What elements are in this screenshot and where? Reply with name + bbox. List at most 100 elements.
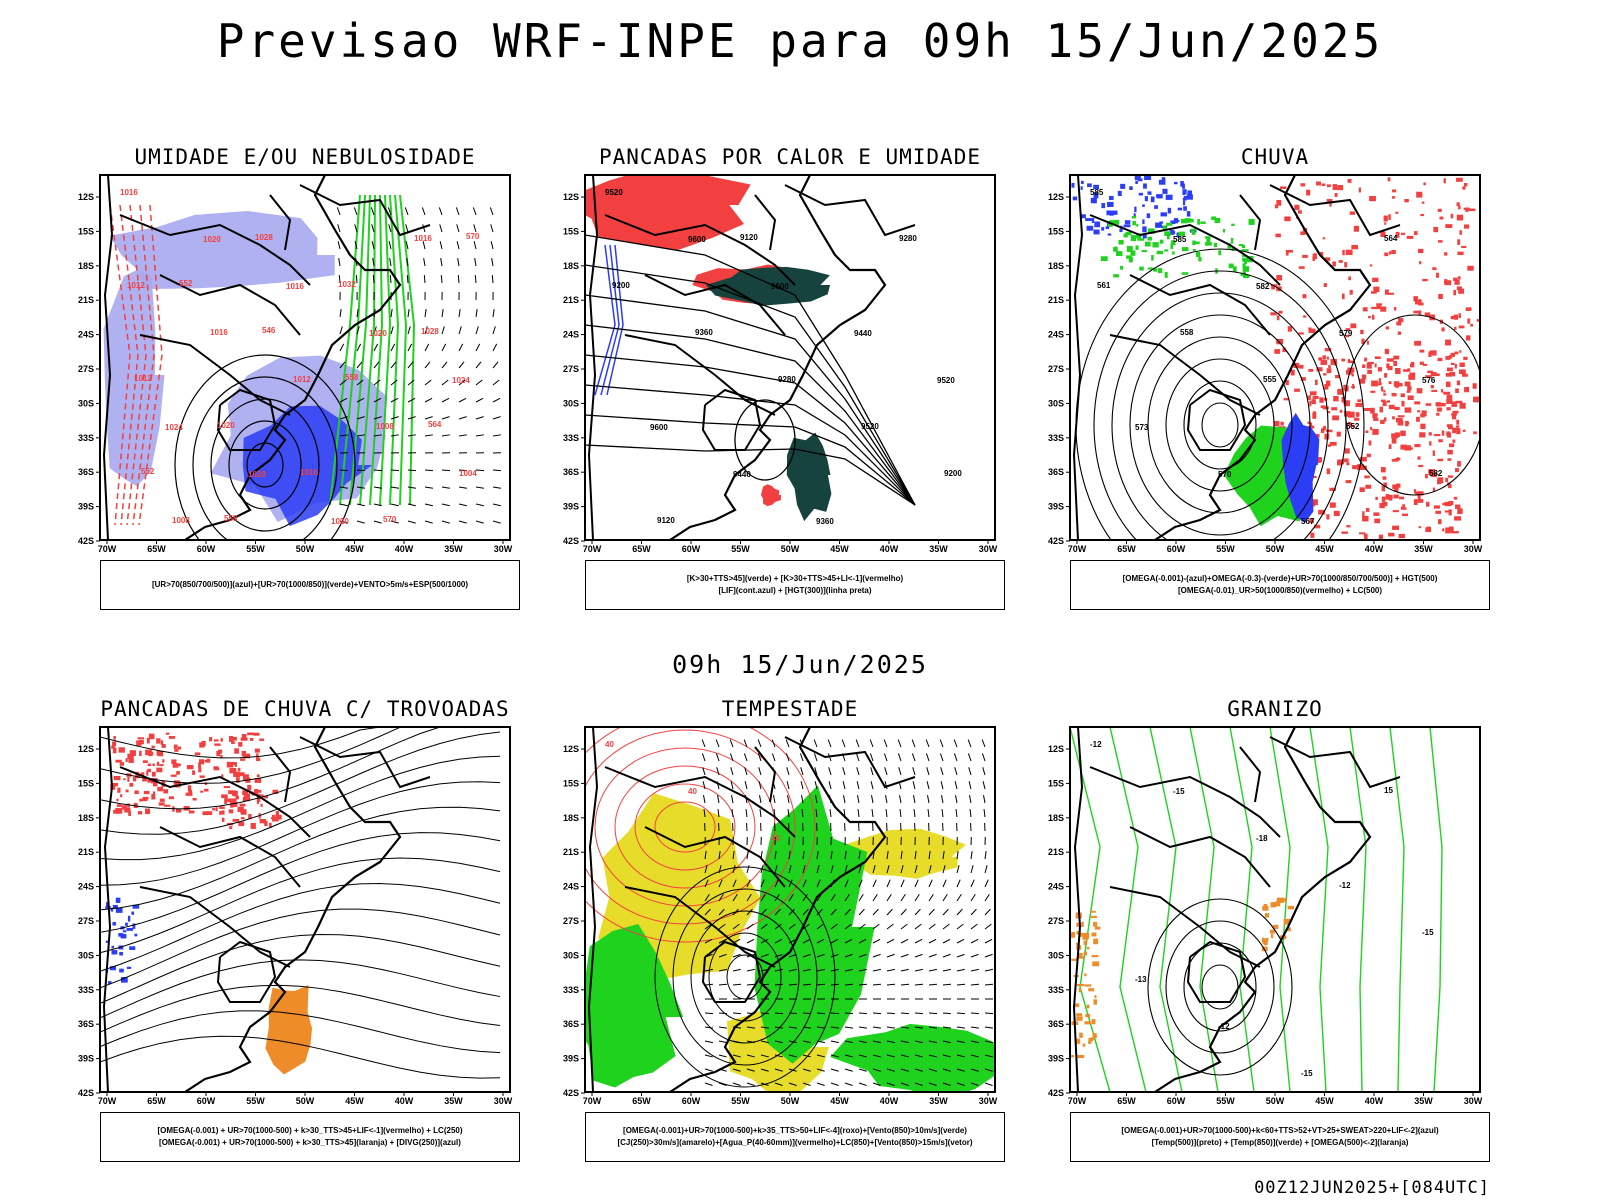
thunder-speckle-red <box>157 786 164 792</box>
wind-vector <box>774 908 781 916</box>
omega-speckle-orange <box>1077 983 1085 987</box>
wind-vector <box>886 968 895 972</box>
rain-speckle-red <box>1417 491 1424 496</box>
rain-speckle-red <box>1378 382 1382 386</box>
wind-vector <box>718 923 726 930</box>
rain-speckle-green <box>1197 218 1200 225</box>
wind-vector <box>732 1054 741 1058</box>
wind-vector <box>970 908 977 916</box>
omega-speckle-orange <box>1283 918 1291 925</box>
contour-label: 1012 <box>127 281 145 290</box>
border-line <box>269 194 292 251</box>
thunder-speckle-red <box>118 747 125 753</box>
rain-speckle-red <box>1421 201 1425 204</box>
rain-speckle-red <box>1403 369 1410 372</box>
border-line <box>1269 736 1401 789</box>
omega-speckle-orange <box>1287 927 1291 932</box>
legend-line: [UR>70(850/700/500)](azul)+[UR>70(1000/8… <box>151 580 469 589</box>
y-tick-label: 15S <box>563 226 579 236</box>
wind-vector <box>422 224 426 233</box>
x-tick-label: 55W <box>731 544 750 554</box>
rain-speckle-red <box>1326 468 1331 475</box>
wind-vector <box>844 1012 854 1015</box>
wind-vector <box>760 1012 770 1015</box>
rain-speckle-green <box>1233 266 1237 272</box>
omega-speckle-orange <box>1079 932 1086 937</box>
x-tick-label: 40W <box>395 1096 414 1106</box>
contour-label: -15 <box>1173 787 1185 796</box>
omega-speckle-orange <box>1071 958 1078 961</box>
thunder-speckle-red <box>228 809 234 814</box>
wind-vector <box>788 851 791 860</box>
rain-speckle-blue <box>1183 206 1187 211</box>
wind-vector <box>900 1082 909 1087</box>
rain-speckle-green <box>1136 223 1139 227</box>
wind-vector <box>955 809 958 818</box>
thunder-speckle-red <box>253 732 260 736</box>
thunder-speckle-red <box>242 776 247 781</box>
rain-speckle-red <box>1286 249 1294 253</box>
legend-line: [OMEGA(-0.001)+UR>70(1000-500)+k<60+TTS>… <box>1121 1126 1439 1135</box>
wind-vector <box>774 938 783 944</box>
wind-vector <box>704 851 707 860</box>
thunder-speckle-red <box>244 793 250 800</box>
wind-vector <box>970 1082 979 1087</box>
coastline-pacific <box>1072 727 1084 1092</box>
wind-vector <box>475 416 484 420</box>
rain-speckle-blue <box>1107 233 1112 236</box>
x-tick-label: 50W <box>781 1096 800 1106</box>
rain-speckle-blue <box>1142 219 1145 225</box>
wind-vector <box>773 795 776 804</box>
wind-vector <box>439 241 443 250</box>
wind-vector <box>858 851 861 860</box>
wind-vector <box>856 767 860 776</box>
thunder-speckle-red <box>206 758 211 763</box>
omega-speckle-orange <box>1263 903 1268 909</box>
rain-speckle-red <box>1308 327 1312 330</box>
contour-label: 9120 <box>740 233 758 242</box>
thunder-speckle-red <box>256 757 261 762</box>
rain-speckle-blue <box>1112 210 1118 215</box>
wind-vector <box>475 469 485 472</box>
thunder-speckle-red <box>212 807 215 811</box>
wind-vector <box>830 1068 839 1072</box>
rain-speckle-red <box>1453 427 1460 432</box>
omega-speckle-orange <box>1086 947 1090 950</box>
rain-speckle-red <box>1364 475 1370 479</box>
wind-vector <box>800 767 804 776</box>
wind-vector <box>942 1054 951 1058</box>
divergence-speckle-blue <box>125 922 128 926</box>
rain-speckle-red <box>1311 399 1316 405</box>
wind-vector <box>857 795 860 804</box>
rain-speckle-red <box>1342 249 1345 256</box>
rain-speckle-green <box>1126 246 1133 252</box>
rain-speckle-red <box>1393 494 1399 499</box>
wind-vector <box>373 486 382 489</box>
wind-vector <box>356 416 365 420</box>
omega-speckle-orange <box>1073 1003 1080 1008</box>
rain-speckle-red <box>1366 362 1372 369</box>
wind-vector <box>407 379 415 386</box>
thunder-speckle-red <box>151 745 155 749</box>
wind-vector <box>732 865 736 874</box>
divergence-speckle-blue <box>132 923 136 929</box>
wind-vector <box>830 923 838 930</box>
rain-speckle-red <box>1385 326 1390 330</box>
humidity-area-light <box>109 211 335 290</box>
wind-vector <box>718 879 723 888</box>
contour-label: 1020 <box>331 517 349 526</box>
rain-speckle-red <box>1359 457 1365 462</box>
wind-vector <box>475 343 481 352</box>
x-tick-label: 30W <box>494 544 513 554</box>
thunder-speckle-red <box>156 761 160 766</box>
wind-vector <box>788 1012 798 1015</box>
wind-vector <box>813 753 818 762</box>
contour-label: 9600 <box>771 282 789 291</box>
rain-speckle-red <box>1407 395 1414 400</box>
rain-speckle-green <box>1118 239 1124 245</box>
thunder-speckle-red <box>134 790 139 795</box>
wind-vector <box>732 983 742 986</box>
temp850-contour-green <box>1429 727 1443 1092</box>
rain-speckle-blue <box>1135 180 1138 184</box>
rain-speckle-red <box>1341 396 1345 403</box>
